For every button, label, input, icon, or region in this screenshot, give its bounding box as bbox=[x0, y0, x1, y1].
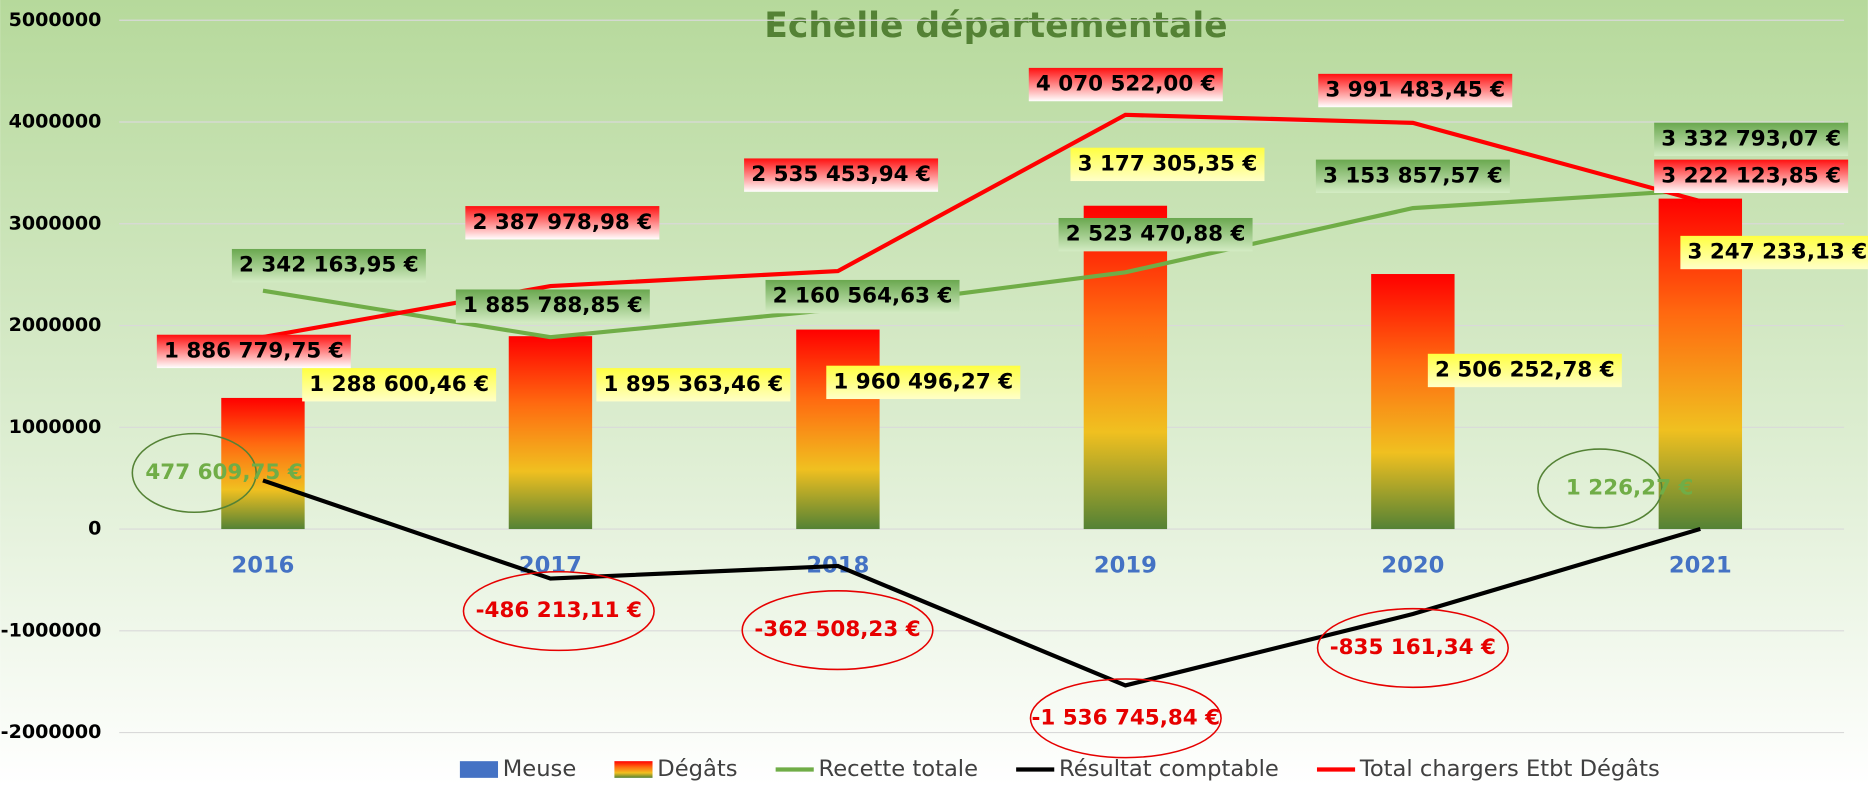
data-label: 477 609,75 € bbox=[145, 460, 302, 485]
y-tick-label: -2000000 bbox=[1, 721, 102, 743]
data-label: 3 332 793,07 € bbox=[1661, 126, 1841, 151]
legend-label: Meuse bbox=[503, 756, 576, 782]
data-label: 2 535 453,94 € bbox=[751, 162, 931, 187]
x-tick-label: 2016 bbox=[231, 552, 294, 578]
data-label: 1 886 779,75 € bbox=[164, 338, 344, 363]
y-tick-label: 2000000 bbox=[9, 314, 102, 336]
label-box bbox=[455, 289, 650, 323]
label-box bbox=[231, 248, 426, 283]
legend-item: Meuse bbox=[459, 756, 576, 782]
bar bbox=[796, 329, 880, 530]
data-label: 1 885 788,85 € bbox=[463, 293, 643, 318]
legend-swatch bbox=[614, 761, 653, 778]
y-tick-label: 3000000 bbox=[9, 212, 102, 234]
data-label: 2 523 470,88 € bbox=[1066, 222, 1246, 247]
label-box bbox=[744, 158, 939, 192]
label-box bbox=[1070, 147, 1265, 182]
y-tick-label: 1000000 bbox=[9, 416, 102, 438]
data-label: 2 506 252,78 € bbox=[1435, 357, 1615, 382]
data-label: 2 342 163,95 € bbox=[239, 253, 419, 278]
bar bbox=[221, 397, 305, 530]
bar bbox=[508, 336, 593, 530]
label-ellipse bbox=[131, 432, 257, 513]
data-label: 3 153 857,57 € bbox=[1323, 163, 1503, 188]
label-box bbox=[765, 279, 960, 314]
data-label: 3 991 483,45 € bbox=[1325, 78, 1505, 103]
x-tick-label: 2017 bbox=[519, 552, 582, 578]
label-box bbox=[1680, 235, 1868, 270]
data-label: -835 161,34 € bbox=[1330, 635, 1496, 660]
data-label: 4 070 522,00 € bbox=[1036, 72, 1216, 97]
y-tick-label: 5000000 bbox=[9, 9, 102, 31]
chart-title: Echelle départementale bbox=[764, 6, 1227, 46]
bar bbox=[1371, 274, 1455, 530]
label-ellipse bbox=[1029, 678, 1222, 759]
data-label: 3 247 233,13 € bbox=[1688, 240, 1868, 265]
label-box bbox=[1654, 159, 1849, 193]
label-box bbox=[1318, 73, 1513, 108]
data-label: 1 226,27 € bbox=[1566, 475, 1693, 500]
legend-swatch bbox=[459, 761, 499, 778]
x-tick-label: 2021 bbox=[1669, 552, 1732, 578]
bar bbox=[1083, 205, 1168, 530]
labels: 1 288 600,46 € 1 895 363,46 € 1 960 496,27… bbox=[131, 67, 1868, 759]
legend-item: Dégâts bbox=[614, 756, 738, 782]
data-label: 3 177 305,35 € bbox=[1078, 151, 1258, 176]
label-box bbox=[1654, 122, 1849, 157]
label-box bbox=[826, 365, 1021, 400]
label-ellipse bbox=[1537, 448, 1663, 529]
x-tick-label: 2020 bbox=[1381, 552, 1444, 578]
legend-label: Dégâts bbox=[657, 756, 737, 782]
line bbox=[262, 478, 1701, 688]
label-box bbox=[596, 368, 791, 402]
line bbox=[262, 187, 1701, 340]
legend-item: Recette totale bbox=[775, 756, 979, 782]
label-box bbox=[465, 206, 660, 240]
label-ellipse bbox=[1316, 607, 1509, 689]
y-tick-label: 4000000 bbox=[9, 111, 102, 133]
data-label: -1 536 745,84 € bbox=[1031, 705, 1220, 730]
label-ellipse bbox=[462, 571, 655, 652]
data-label: 3 222 123,85 € bbox=[1661, 163, 1841, 188]
data-label: 2 160 564,63 € bbox=[773, 284, 953, 309]
label-box bbox=[1315, 159, 1510, 193]
x-tick-label: 2019 bbox=[1094, 552, 1157, 578]
legend-label: Recette totale bbox=[819, 756, 979, 782]
data-label: -362 508,23 € bbox=[754, 617, 920, 642]
label-box bbox=[1058, 217, 1253, 252]
data-label: 2 387 978,98 € bbox=[472, 210, 652, 235]
data-label: -486 213,11 € bbox=[476, 598, 642, 623]
legend-label: Total chargers Etbt Dégâts bbox=[1359, 756, 1660, 782]
y-tick-label: -1000000 bbox=[1, 619, 102, 641]
label-box bbox=[156, 334, 351, 369]
data-label: 1 895 363,46 € bbox=[604, 372, 784, 397]
data-label: 1 960 496,27 € bbox=[833, 369, 1013, 394]
legend-label: Résultat comptable bbox=[1059, 756, 1279, 782]
legend-item: Résultat comptable bbox=[1016, 756, 1279, 782]
y-tick-label: 0 bbox=[88, 518, 101, 540]
label-box bbox=[302, 368, 497, 402]
legend-item: Total chargers Etbt Dégâts bbox=[1316, 756, 1660, 782]
label-box bbox=[1427, 353, 1622, 388]
data-label: 1 288 600,46 € bbox=[309, 372, 489, 397]
label-box bbox=[1028, 67, 1223, 102]
label-ellipse bbox=[741, 590, 934, 671]
